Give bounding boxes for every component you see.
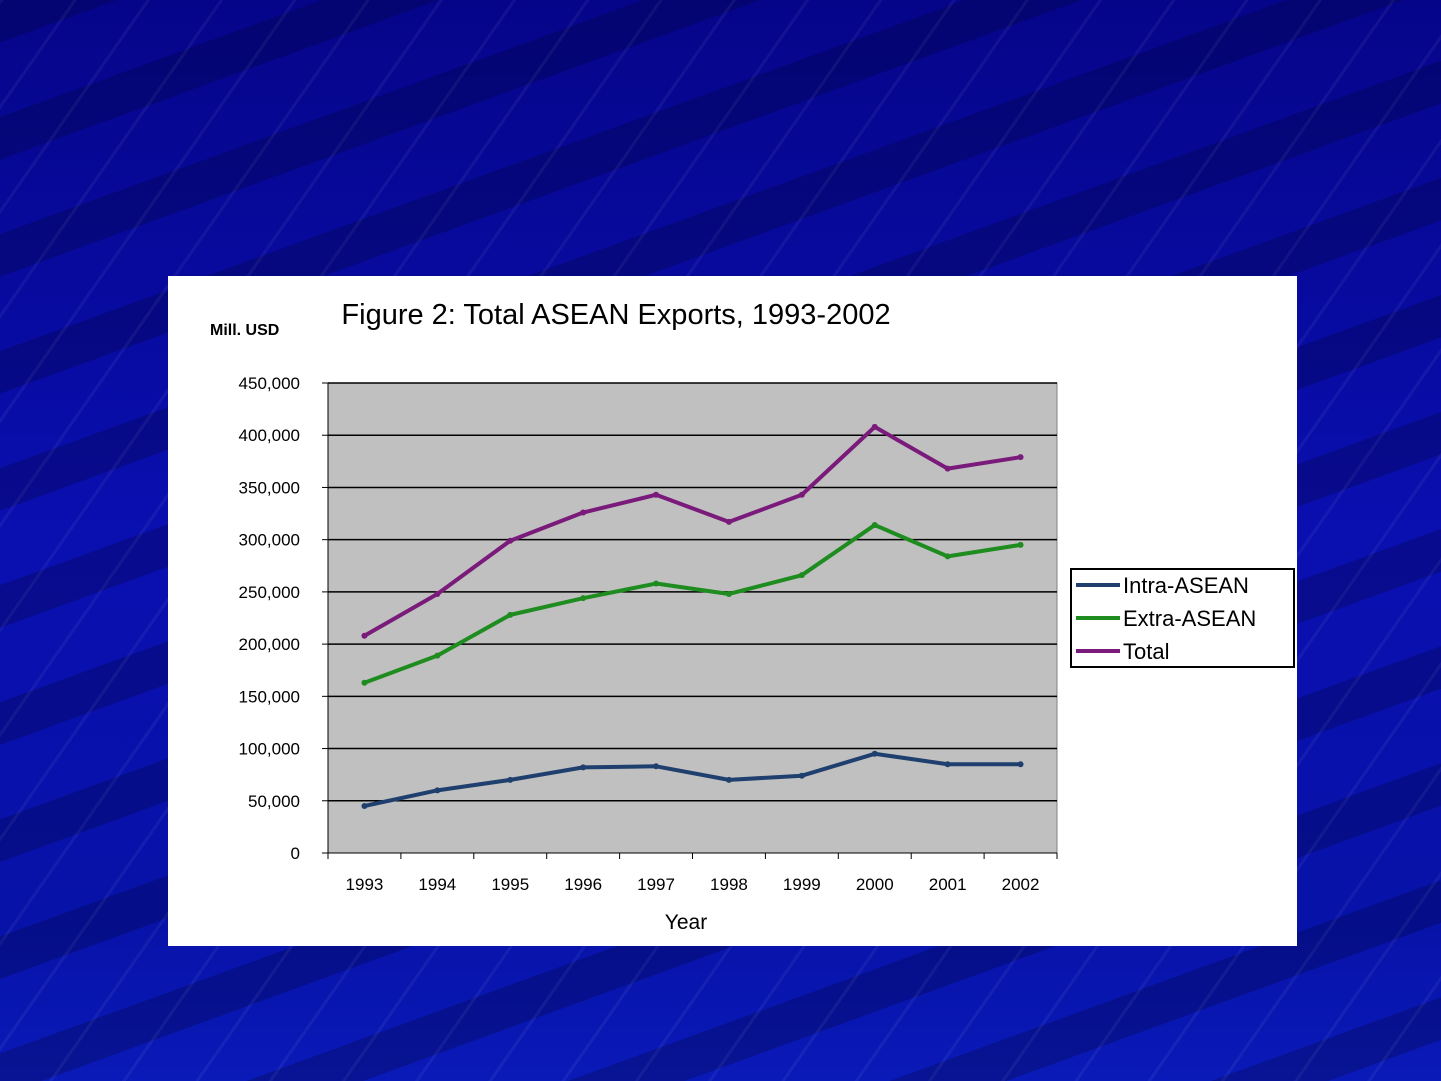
data-point — [798, 772, 805, 779]
y-tick-label: 0 — [291, 844, 300, 863]
x-tick-label: 1993 — [346, 875, 384, 894]
data-point — [944, 553, 951, 560]
data-point — [871, 522, 878, 529]
data-point — [434, 590, 441, 597]
data-point — [1017, 761, 1024, 768]
data-point — [944, 761, 951, 768]
y-tick-label: 250,000 — [239, 583, 300, 602]
x-tick-label: 2002 — [1002, 875, 1040, 894]
x-axis-label: Year — [665, 911, 707, 934]
data-point — [725, 518, 732, 525]
legend-label: Total — [1123, 639, 1169, 664]
x-tick-label: 1997 — [637, 875, 675, 894]
data-point — [1017, 454, 1024, 461]
data-point — [361, 632, 368, 639]
data-point — [871, 423, 878, 430]
y-tick-label: 450,000 — [239, 374, 300, 393]
data-point — [798, 572, 805, 579]
x-tick-label: 2001 — [929, 875, 967, 894]
data-point — [507, 611, 514, 618]
data-point — [725, 590, 732, 597]
x-tick-label: 1994 — [418, 875, 456, 894]
y-tick-label: 50,000 — [248, 792, 300, 811]
chart-title: Figure 2: Total ASEAN Exports, 1993-2002 — [341, 299, 890, 331]
legend: Intra-ASEAN Extra-ASEAN Total — [1070, 568, 1295, 668]
data-point — [580, 595, 587, 602]
legend-label: Intra-ASEAN — [1123, 573, 1249, 598]
data-point — [434, 787, 441, 794]
data-point — [944, 465, 951, 472]
x-tick-label: 1998 — [710, 875, 748, 894]
data-point — [580, 764, 587, 771]
data-point — [798, 491, 805, 498]
y-tick-label: 100,000 — [239, 740, 300, 759]
series-line-total — [363, 424, 1021, 638]
data-point — [725, 776, 732, 783]
data-point — [871, 750, 878, 757]
series-line-extra-asean — [363, 523, 1021, 685]
data-point — [653, 491, 660, 498]
legend-label: Extra-ASEAN — [1123, 606, 1256, 631]
x-tick-label: 1996 — [564, 875, 602, 894]
data-point — [1017, 541, 1024, 548]
x-tick-label: 1995 — [491, 875, 529, 894]
data-point — [507, 537, 514, 544]
data-point — [653, 580, 660, 587]
series-line-intra-asean — [364, 751, 1021, 808]
y-axis-label: Mill. USD — [210, 322, 279, 339]
y-tick-label: 400,000 — [239, 426, 300, 445]
x-tick-label: 1999 — [783, 875, 821, 894]
data-point — [653, 763, 660, 770]
data-point — [434, 652, 441, 659]
data-point — [361, 679, 368, 686]
y-tick-label: 200,000 — [239, 635, 300, 654]
y-tick-label: 350,000 — [239, 478, 300, 497]
data-point — [580, 509, 587, 516]
line-chart: Figure 2: Total ASEAN Exports, 1993-2002… — [210, 299, 1295, 934]
y-tick-label: 150,000 — [239, 687, 300, 706]
y-tick-label: 300,000 — [239, 531, 300, 550]
data-point — [507, 776, 514, 783]
data-point — [361, 803, 368, 809]
x-tick-label: 2000 — [856, 875, 894, 894]
chart-panel: Figure 2: Total ASEAN Exports, 1993-2002… — [168, 276, 1297, 946]
plot-area — [327, 382, 1058, 854]
